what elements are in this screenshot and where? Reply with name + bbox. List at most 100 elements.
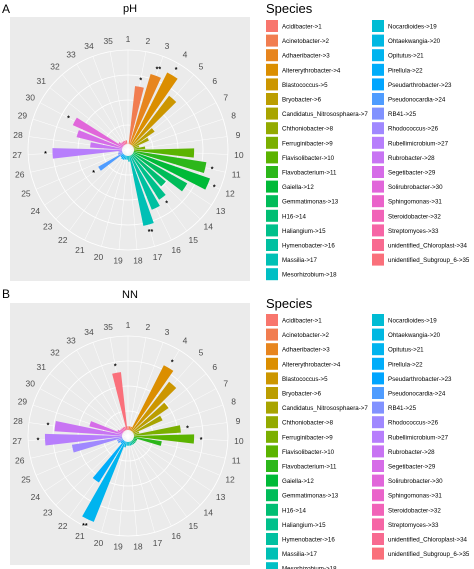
ph-legend-label-31: Sphingomonas->31 bbox=[388, 199, 442, 206]
ph-legend-swatch-6 bbox=[266, 93, 278, 105]
ph-legend-swatch-8 bbox=[266, 122, 278, 135]
nn-grid-spoke bbox=[127, 435, 201, 506]
nn-legend-swatch-5 bbox=[266, 372, 278, 385]
ph-category-label-10: 10 bbox=[234, 150, 244, 160]
ph-category-label-5: 5 bbox=[199, 61, 204, 71]
nn-legend-label-26: Rhodococcus->26 bbox=[388, 420, 439, 427]
ph-legend-swatch-7 bbox=[266, 107, 278, 120]
ph-legend-label-12: Gaiella->12 bbox=[282, 184, 314, 191]
ph-bar-11 bbox=[133, 150, 207, 173]
nn-legend-swatch-27 bbox=[372, 430, 384, 443]
ph-category-label-12: 12 bbox=[225, 189, 235, 199]
nn-grid-spoke bbox=[127, 435, 212, 492]
nn-bar-35 bbox=[112, 372, 128, 431]
ph-category-label-19: 19 bbox=[113, 256, 123, 266]
ph-bar-31 bbox=[118, 142, 124, 147]
nn-legend-swatch-11 bbox=[266, 460, 278, 472]
nn-grid-spoke bbox=[39, 388, 129, 437]
nn-bar-6 bbox=[132, 402, 169, 433]
ph-legend-label-30: Solirubrobacter->30 bbox=[388, 184, 443, 191]
ph-legend-swatch-28 bbox=[372, 151, 384, 164]
ph-significance-label-3: ** bbox=[156, 67, 162, 74]
ph-legend-label-26: Rhodococcus->26 bbox=[388, 126, 439, 133]
ph-grid-spoke bbox=[35, 149, 129, 190]
nn-legend-label-5: Blastococcus->5 bbox=[282, 376, 328, 383]
ph-bar-3 bbox=[129, 73, 161, 145]
ph-bar-29 bbox=[76, 130, 123, 149]
nn-legend-swatch-29 bbox=[372, 460, 384, 472]
ph-significance-label-4: * bbox=[175, 67, 178, 74]
ph-bar-10 bbox=[133, 148, 195, 158]
nn-legend-label-11: Flavobacterium->11 bbox=[282, 464, 337, 471]
ph-category-label-14: 14 bbox=[203, 222, 213, 232]
nn-grid-spoke bbox=[55, 435, 129, 506]
nn-legend-swatch-35 bbox=[372, 547, 384, 560]
nn-bar-2 bbox=[128, 426, 131, 431]
ph-legend-swatch-3 bbox=[266, 49, 278, 62]
ph-bar-6 bbox=[132, 128, 155, 147]
nn-grid-spoke bbox=[118, 435, 129, 536]
nn-category-label-3: 3 bbox=[165, 327, 170, 337]
nn-category-label-20: 20 bbox=[94, 538, 104, 548]
ph-legend-label-17: Massilia->17 bbox=[282, 257, 317, 264]
ph-grid-spoke bbox=[84, 149, 129, 241]
nn-legend-swatch-33 bbox=[372, 518, 384, 531]
ph-grid-spoke bbox=[127, 149, 138, 250]
nn-category-label-21: 21 bbox=[75, 531, 85, 541]
ph-category-label-32: 32 bbox=[50, 61, 60, 71]
nn-category-label-32: 32 bbox=[50, 347, 60, 357]
ph-grid-spoke bbox=[101, 149, 129, 247]
ph-category-label-21: 21 bbox=[75, 245, 85, 255]
nn-legend-label-22: Pirellula->22 bbox=[388, 361, 423, 368]
nn-legend-label-28: Rubrobacter->28 bbox=[388, 449, 435, 456]
nn-category-label-24: 24 bbox=[31, 492, 41, 502]
nn-category-label-29: 29 bbox=[18, 397, 28, 407]
nn-category-label-4: 4 bbox=[183, 336, 188, 346]
nn-legend-swatch-19 bbox=[372, 314, 384, 326]
ph-category-label-4: 4 bbox=[183, 50, 188, 60]
ph-bar-4 bbox=[130, 72, 178, 146]
ph-legend-swatch-30 bbox=[372, 180, 384, 193]
ph-legend-label-7: Candidatus_Nitrososphaera->7 bbox=[282, 111, 368, 118]
nn-bar-1 bbox=[127, 426, 129, 431]
nn-legend-label-31: Sphingomonas->31 bbox=[388, 493, 442, 500]
nn-significance-label-10: * bbox=[200, 437, 203, 444]
ph-significance-label-17: ** bbox=[148, 229, 154, 236]
panel-letter-a: A bbox=[2, 2, 10, 16]
ph-legend-swatch-32 bbox=[372, 209, 384, 222]
ph-category-label-29: 29 bbox=[18, 111, 28, 121]
nn-significance-label-35: * bbox=[114, 363, 117, 370]
nn-legend-swatch-30 bbox=[372, 474, 384, 487]
ph-grid-spoke bbox=[49, 87, 129, 151]
nn-bar-9 bbox=[133, 425, 181, 436]
ph-category-label-22: 22 bbox=[58, 235, 68, 245]
ph-category-label-35: 35 bbox=[103, 36, 113, 46]
nn-bar-24 bbox=[117, 438, 124, 444]
ph-legend-label-21: Opitutus->21 bbox=[388, 53, 424, 60]
ph-bar-18 bbox=[128, 155, 130, 162]
ph-legend-swatch-35 bbox=[372, 253, 384, 266]
ph-bar-15 bbox=[131, 154, 166, 200]
ph-legend-swatch-18 bbox=[266, 268, 278, 281]
ph-legend-swatch-11 bbox=[266, 166, 278, 178]
nn-legend-swatch-4 bbox=[266, 357, 278, 370]
nn-category-label-10: 10 bbox=[234, 436, 244, 446]
nn-legend-label-30: Solirubrobacter->30 bbox=[388, 478, 443, 485]
nn-bar-16 bbox=[130, 441, 133, 446]
ph-legend-label-27: Rubellimicrobium->27 bbox=[388, 140, 449, 147]
ph-bar-9 bbox=[133, 146, 146, 150]
ph-significance-label-30: * bbox=[67, 116, 70, 123]
nn-legend-label-1: Acidibacter->1 bbox=[282, 318, 322, 325]
nn-grid-spoke bbox=[62, 360, 129, 437]
nn-category-label-12: 12 bbox=[225, 475, 235, 485]
nn-grid-spoke bbox=[101, 435, 129, 533]
ph-legend-label-28: Rubrobacter->28 bbox=[388, 155, 435, 162]
ph-grid-spoke bbox=[76, 64, 129, 151]
ph-bar-2 bbox=[128, 86, 144, 145]
ph-legend-swatch-26 bbox=[372, 122, 384, 135]
nn-category-label-13: 13 bbox=[216, 492, 226, 502]
nn-legend-label-23: Pseudarthrobacter->23 bbox=[388, 376, 452, 383]
ph-grid-spoke bbox=[69, 149, 129, 232]
ph-legend-swatch-13 bbox=[266, 195, 278, 208]
